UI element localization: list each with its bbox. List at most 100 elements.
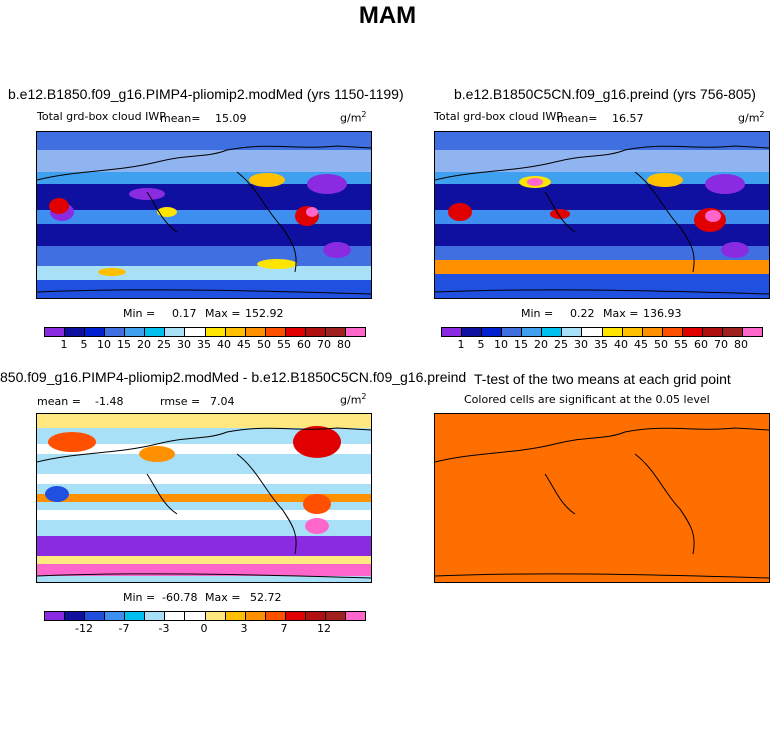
- map-top-right: [434, 131, 770, 299]
- colorbar-swatch: [205, 328, 226, 336]
- colorbar-swatch: [145, 612, 166, 620]
- colorbar-bottom-left: [44, 611, 366, 621]
- colorbar-swatch: [325, 612, 346, 620]
- panel-title-bottom-left: 850.f09_g16.PIMP4-pliomip2.modMed - b.e1…: [0, 369, 467, 385]
- significance-map: [435, 414, 769, 582]
- colorbar-swatch: [285, 328, 306, 336]
- colorbar-swatch: [602, 328, 623, 336]
- panel-title-bottom-right: T-test of the two means at each grid poi…: [474, 371, 731, 387]
- colorbar-tick-label: 80: [734, 338, 748, 351]
- colorbar-swatch: [85, 328, 106, 336]
- colorbar-swatch: [502, 328, 523, 336]
- colorbar-tick-label: 60: [297, 338, 311, 351]
- field-map-top-right: [435, 132, 769, 298]
- colorbar-tick-label: 7: [280, 622, 288, 635]
- colorbar-swatch: [682, 328, 703, 336]
- min-value-top-right: 0.22: [570, 307, 595, 320]
- colorbar-labels-top-right: 1 5 10 15 20 25 30 35 40 45 50 55 60 70 80: [441, 338, 761, 351]
- colorbar-tick-label: 3: [240, 622, 248, 635]
- mean-value-top-right: 16.57: [612, 112, 644, 125]
- colorbar-swatch: [662, 328, 683, 336]
- colorbar-swatch: [542, 328, 563, 336]
- colorbar-swatch: [325, 328, 346, 336]
- colorbar-swatch: [145, 328, 166, 336]
- colorbar-tick-label: 30: [574, 338, 588, 351]
- units-bottom-left: g/m2: [340, 392, 367, 407]
- max-label-top-left: Max =: [205, 307, 241, 320]
- colorbar-swatch: [742, 328, 762, 336]
- colorbar-tick-label: 5: [80, 338, 88, 351]
- colorbar-tick-label: 60: [694, 338, 708, 351]
- colorbar-tick-label: 35: [594, 338, 608, 351]
- colorbar-swatch: [45, 328, 66, 336]
- colorbar-swatch: [305, 612, 326, 620]
- colorbar-swatch: [245, 328, 266, 336]
- colorbar-labels-top-left: 1 5 10 15 20 25 30 35 40 45 50 55 60 70 80: [44, 338, 364, 351]
- mean-label-bottom-left: mean =: [37, 395, 81, 408]
- panel-title-top-right: b.e12.B1850C5CN.f09_g16.preind (yrs 756-…: [454, 86, 756, 102]
- colorbar-swatch: [345, 612, 365, 620]
- min-value-bottom-left: -60.78: [162, 591, 198, 604]
- colorbar-swatch: [622, 328, 643, 336]
- colorbar-tick-label: 20: [534, 338, 548, 351]
- panel-title-top-left: b.e12.B1850.f09_g16.PIMP4-pliomip2.modMe…: [8, 86, 404, 102]
- colorbar-swatch: [65, 328, 86, 336]
- colorbar-tick-label: 1: [60, 338, 68, 351]
- rmse-label-bottom-left: rmse =: [160, 395, 201, 408]
- colorbar-tick-label: 50: [654, 338, 668, 351]
- mean-label-top-left: mean=: [160, 112, 201, 125]
- colorbar-tick-label: 40: [614, 338, 628, 351]
- colorbar-tick-label: 20: [137, 338, 151, 351]
- mean-label-top-right: mean=: [557, 112, 598, 125]
- units-top-left: g/m2: [340, 110, 367, 125]
- rmse-value-bottom-left: 7.04: [210, 395, 235, 408]
- colorbar-tick-label: -3: [158, 622, 170, 635]
- map-bottom-right: [434, 413, 770, 583]
- colorbar-tick-label: 12: [317, 622, 331, 635]
- colorbar-tick-label: 15: [514, 338, 528, 351]
- colorbar-tick-label: -12: [75, 622, 93, 635]
- colorbar-tick-label: 15: [117, 338, 131, 351]
- colorbar-swatch: [482, 328, 503, 336]
- variable-label-top-right: Total grd-box cloud IWP: [434, 110, 563, 123]
- variable-label-top-left: Total grd-box cloud IWP: [37, 110, 166, 123]
- max-label-top-right: Max =: [603, 307, 639, 320]
- colorbar-swatch: [305, 328, 326, 336]
- max-value-top-right: 136.93: [643, 307, 682, 320]
- colorbar-swatch: [185, 328, 206, 336]
- colorbar-tick-label: 5: [477, 338, 485, 351]
- colorbar-swatch: [462, 328, 483, 336]
- colorbar-tick-label: 10: [97, 338, 111, 351]
- colorbar-tick-label: 45: [634, 338, 648, 351]
- colorbar-tick-label: 1: [457, 338, 465, 351]
- colorbar-swatch: [185, 612, 206, 620]
- units-top-right: g/m2: [738, 110, 765, 125]
- colorbar-tick-label: 0: [200, 622, 208, 635]
- min-value-top-left: 0.17: [172, 307, 197, 320]
- colorbar-tick-label: 80: [337, 338, 351, 351]
- colorbar-top-left: [44, 327, 366, 337]
- colorbar-tick-label: 45: [237, 338, 251, 351]
- field-map-top-left: [37, 132, 371, 298]
- colorbar-swatch: [442, 328, 463, 336]
- mean-value-bottom-left: -1.48: [95, 395, 124, 408]
- colorbar-swatch: [165, 328, 186, 336]
- colorbar-tick-label: 70: [317, 338, 331, 351]
- colorbar-swatch: [105, 328, 126, 336]
- colorbar-swatch: [85, 612, 106, 620]
- colorbar-top-right: [441, 327, 763, 337]
- colorbar-swatch: [702, 328, 723, 336]
- colorbar-tick-label: 10: [494, 338, 508, 351]
- min-label-top-right: Min =: [521, 307, 554, 320]
- colorbar-swatch: [45, 612, 66, 620]
- colorbar-swatch: [245, 612, 266, 620]
- colorbar-swatch: [125, 612, 146, 620]
- map-top-left: [36, 131, 372, 299]
- colorbar-swatch: [125, 328, 146, 336]
- colorbar-tick-label: 55: [277, 338, 291, 351]
- colorbar-tick-label: 70: [714, 338, 728, 351]
- colorbar-swatch: [345, 328, 365, 336]
- colorbar-tick-label: 30: [177, 338, 191, 351]
- colorbar-swatch: [265, 612, 286, 620]
- colorbar-swatch: [562, 328, 583, 336]
